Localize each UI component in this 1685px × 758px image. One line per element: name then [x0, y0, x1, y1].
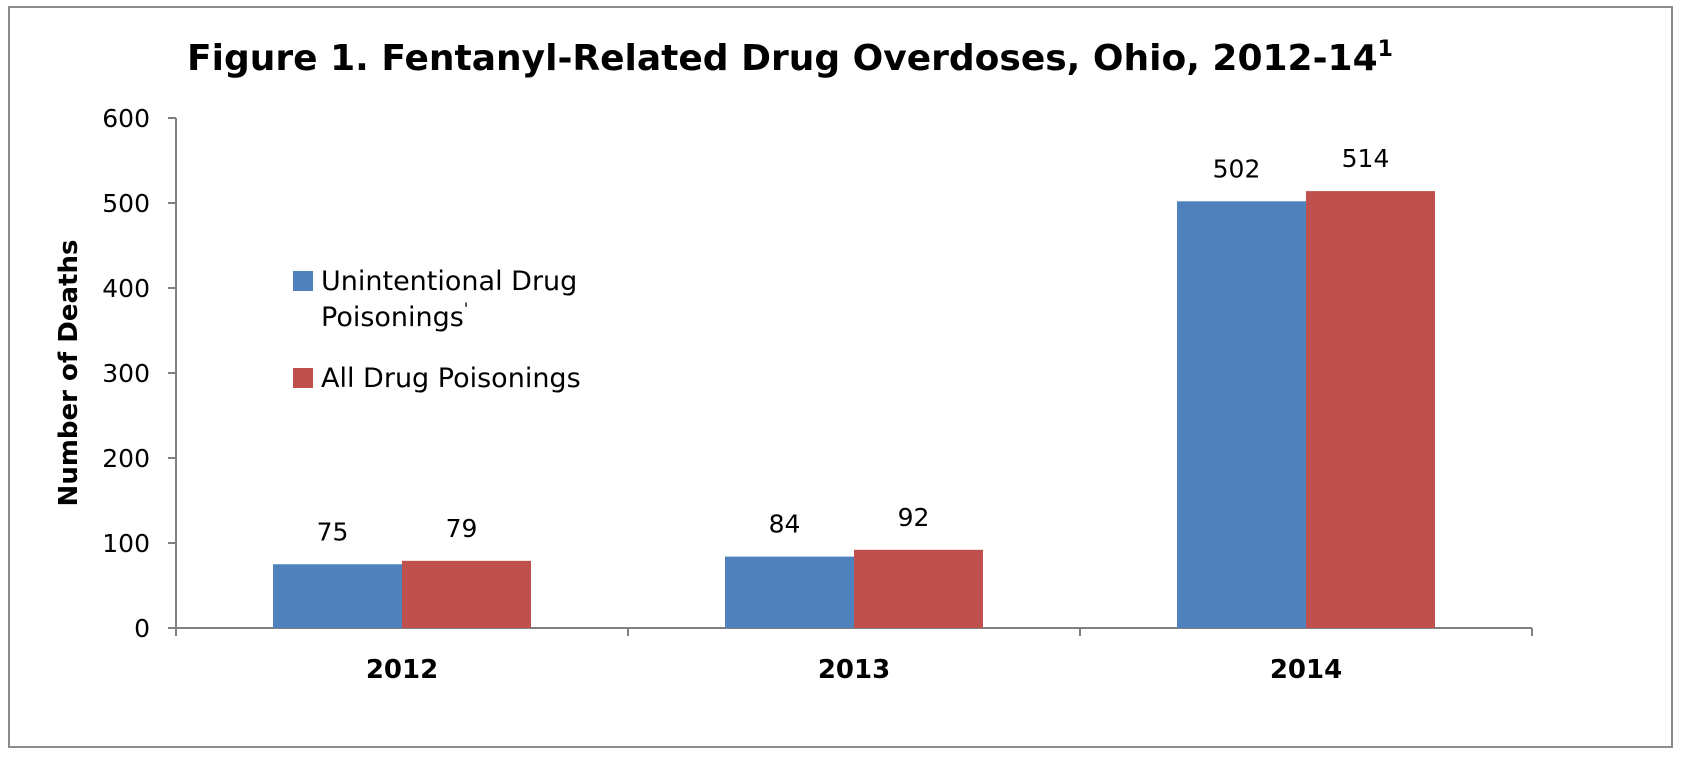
- x-tick-label: 2013: [818, 655, 890, 685]
- legend-label: Unintentional Drug Poisonings': [321, 266, 577, 333]
- data-label: 75: [317, 517, 349, 546]
- y-tick-label: 600: [102, 104, 150, 133]
- legend: Unintentional Drug Poisonings' All Drug Po…: [293, 266, 581, 394]
- y-tick-label: 500: [102, 189, 150, 218]
- x-tick-label: 2014: [1270, 655, 1342, 685]
- chart-frame: Figure 1. Fentanyl-Related Drug Overdose…: [8, 6, 1673, 748]
- plot-area: 0 100 200 300 400 500 600 2012 75 79 2013 84 92 2014 5…: [102, 104, 1533, 685]
- bar: [273, 564, 402, 628]
- chart-title-superscript: 1: [1378, 37, 1393, 62]
- chart-title: Figure 1. Fentanyl-Related Drug Overdose…: [187, 37, 1393, 79]
- bar: [854, 549, 983, 628]
- y-tick-label: 100: [102, 529, 150, 558]
- bar-chart: Figure 1. Fentanyl-Related Drug Overdose…: [54, 37, 1533, 685]
- legend-swatch: [293, 368, 313, 388]
- bar: [1177, 201, 1306, 629]
- data-label: 514: [1342, 144, 1390, 173]
- data-label: 502: [1213, 154, 1261, 183]
- y-axis-label: Number of Deaths: [54, 240, 84, 507]
- chart-title-text: Figure 1. Fentanyl-Related Drug Overdose…: [187, 38, 1378, 79]
- bar: [725, 556, 854, 628]
- x-tick-label: 2012: [366, 655, 438, 685]
- data-label: 92: [898, 503, 930, 532]
- data-label: 84: [769, 510, 801, 539]
- legend-swatch: [293, 271, 313, 291]
- legend-label: All Drug Poisonings: [321, 363, 581, 394]
- y-tick-label: 0: [134, 614, 150, 643]
- y-tick-label: 300: [102, 359, 150, 388]
- bar: [402, 560, 531, 628]
- y-tick-label: 400: [102, 274, 150, 303]
- y-tick-label: 200: [102, 444, 150, 473]
- data-label: 79: [446, 514, 478, 543]
- bar: [1306, 191, 1435, 628]
